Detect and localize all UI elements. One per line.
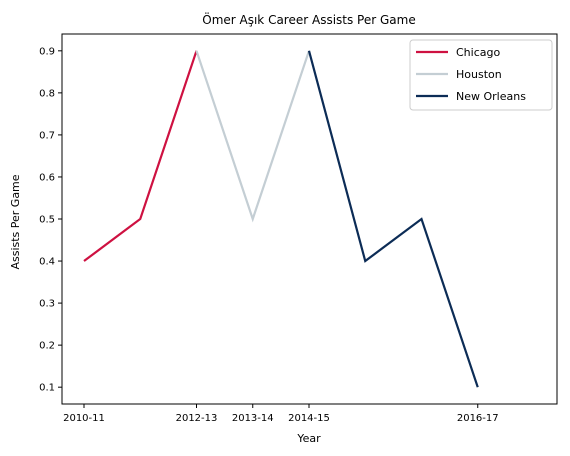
y-axis-title: Assists Per Game: [9, 174, 22, 269]
y-tick-label: 0.5: [39, 215, 55, 226]
legend-label: Houston: [456, 68, 502, 81]
x-axis: 2010-11 2012-13 2013-14 2014-15 2016-17: [63, 404, 499, 424]
y-tick-label: 0.4: [39, 257, 55, 268]
y-tick-label: 0.9: [39, 46, 55, 57]
y-tick-label: 0.6: [39, 172, 55, 183]
legend-label: Chicago: [456, 46, 500, 59]
x-tick-label: 2016-17: [457, 413, 499, 424]
x-axis-title: Year: [296, 432, 321, 445]
y-tick-label: 0.1: [39, 383, 55, 394]
x-tick-label: 2010-11: [63, 413, 105, 424]
legend-label: New Orleans: [456, 90, 526, 103]
y-tick-label: 0.7: [39, 130, 55, 141]
series-line-houston: [195, 50, 311, 223]
legend: Chicago Houston New Orleans: [409, 39, 553, 111]
series-line-new-orleans: [307, 50, 479, 388]
x-tick-label: 2013-14: [232, 413, 274, 424]
legend-box: [409, 39, 553, 111]
y-tick-label: 0.8: [39, 88, 55, 99]
series-line-chicago: [83, 50, 198, 262]
y-tick-label: 0.2: [39, 341, 55, 352]
y-axis: 0.1 0.2 0.3 0.4 0.5 0.6 0.7 0.8 0.9: [39, 46, 62, 394]
chart-title: Ömer Aşık Career Assists Per Game: [202, 11, 415, 27]
x-tick-label: 2012-13: [176, 413, 218, 424]
x-tick-label: 2014-15: [288, 413, 330, 424]
y-tick-label: 0.3: [39, 299, 55, 310]
